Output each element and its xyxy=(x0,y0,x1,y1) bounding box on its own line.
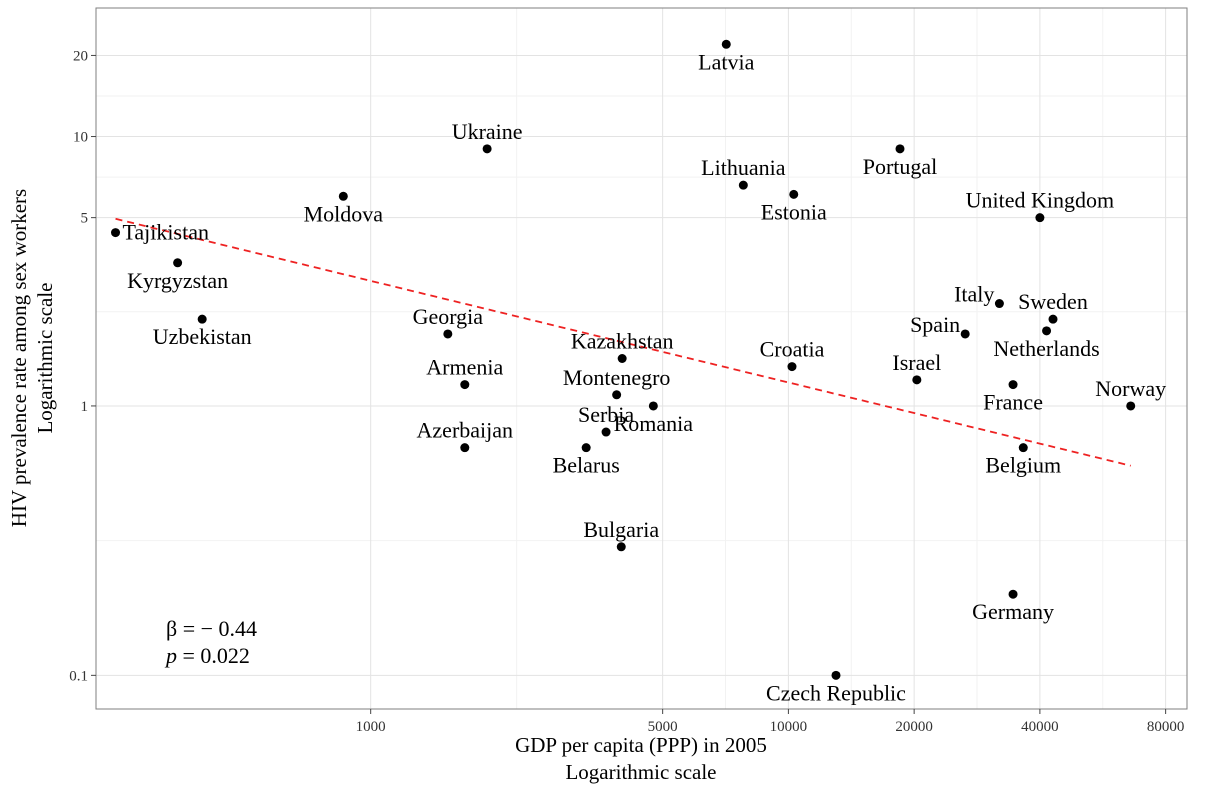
panel-background xyxy=(96,8,1187,709)
point-label: Kazakhstan xyxy=(571,329,674,354)
y-axis-title-line1: HIV prevalence rate among sex workers xyxy=(7,189,31,527)
point-label: Ukraine xyxy=(452,119,523,144)
point-label: Montenegro xyxy=(563,365,671,390)
data-point xyxy=(460,380,470,390)
point-label: Lithuania xyxy=(701,155,786,180)
data-point xyxy=(482,144,492,154)
data-point xyxy=(617,354,627,363)
point-label: Armenia xyxy=(426,355,503,380)
point-label: Serbia xyxy=(578,402,634,427)
labels-layer: Latvia Ukraine Portugal Lithuania Estonia Mol… xyxy=(123,49,1167,705)
y-tick-label: 0.1 xyxy=(69,668,88,684)
point-label: Tajikistan xyxy=(123,220,209,245)
y-tick-label: 20 xyxy=(73,48,88,64)
data-point xyxy=(173,258,183,268)
data-point xyxy=(789,189,799,199)
point-label: Italy xyxy=(954,282,994,307)
point-label: Romania xyxy=(614,411,694,436)
point-label: France xyxy=(983,390,1043,415)
data-point xyxy=(443,329,453,339)
data-point xyxy=(1048,314,1058,324)
point-label: Portugal xyxy=(863,154,938,179)
point-label: Estonia xyxy=(761,199,827,224)
x-tick-label: 10000 xyxy=(770,719,808,735)
x-tick-label: 1000 xyxy=(356,719,386,735)
x-axis-title-line2: Logarithmic scale xyxy=(565,760,716,784)
data-point xyxy=(612,390,622,400)
data-point xyxy=(1018,443,1028,453)
points-layer xyxy=(111,39,1136,680)
y-axis-title-line2: Logarithmic scale xyxy=(33,282,57,433)
data-point xyxy=(1008,589,1018,599)
point-label: Spain xyxy=(910,312,960,337)
trend-line xyxy=(115,217,1131,467)
y-tick-label: 10 xyxy=(73,130,88,146)
data-point xyxy=(581,443,591,453)
y-tick-label: 5 xyxy=(81,211,89,227)
data-point xyxy=(111,228,121,238)
gridlines xyxy=(96,8,1187,709)
point-label: Latvia xyxy=(698,49,754,74)
data-point xyxy=(601,427,611,437)
p-value-annotation: p = 0.022 xyxy=(164,643,250,668)
data-point xyxy=(912,375,922,385)
data-point xyxy=(831,670,841,680)
x-tick-label: 5000 xyxy=(648,719,678,735)
point-label: Germany xyxy=(972,599,1054,624)
data-point xyxy=(616,542,626,552)
x-tick-label: 20000 xyxy=(895,719,933,735)
axis-ticks: 1000 5000 10000 20000 40000 80000 0.1 1 5 10 20 xyxy=(69,48,1184,735)
data-point xyxy=(1126,401,1136,411)
data-point xyxy=(460,443,470,453)
data-point xyxy=(738,180,748,190)
data-point xyxy=(1008,380,1018,390)
x-tick-label: 80000 xyxy=(1147,719,1185,735)
data-point xyxy=(1042,326,1052,336)
data-point xyxy=(338,191,348,201)
data-point xyxy=(895,144,905,154)
point-label: Bulgaria xyxy=(583,517,659,542)
point-label: Belgium xyxy=(985,453,1061,478)
point-label: Moldova xyxy=(304,201,384,226)
trend-layer xyxy=(115,217,1131,467)
data-point xyxy=(721,39,731,49)
point-label: Uzbekistan xyxy=(153,324,252,349)
point-label: Georgia xyxy=(413,304,484,329)
y-tick-label: 1 xyxy=(81,399,89,415)
point-label: Israel xyxy=(892,350,941,375)
data-point xyxy=(648,401,658,411)
point-label: Norway xyxy=(1095,376,1166,401)
data-point xyxy=(787,362,797,372)
point-label: Kyrgyzstan xyxy=(127,268,228,293)
data-point xyxy=(994,299,1004,309)
beta-annotation: β = − 0.44 xyxy=(166,616,257,641)
point-label: Netherlands xyxy=(993,336,1099,361)
data-point xyxy=(1035,213,1045,223)
point-label: Czech Republic xyxy=(766,680,906,705)
point-label: Belarus xyxy=(553,453,620,478)
x-tick-label: 40000 xyxy=(1021,719,1059,735)
panel-border xyxy=(95,7,1188,710)
point-label: Croatia xyxy=(760,337,825,362)
point-label: Azerbaijan xyxy=(417,418,514,443)
data-point xyxy=(960,329,970,339)
data-point xyxy=(197,314,207,324)
point-label: Sweden xyxy=(1018,289,1088,314)
point-label: United Kingdom xyxy=(966,188,1115,213)
x-axis-title-line1: GDP per capita (PPP) in 2005 xyxy=(515,733,767,757)
